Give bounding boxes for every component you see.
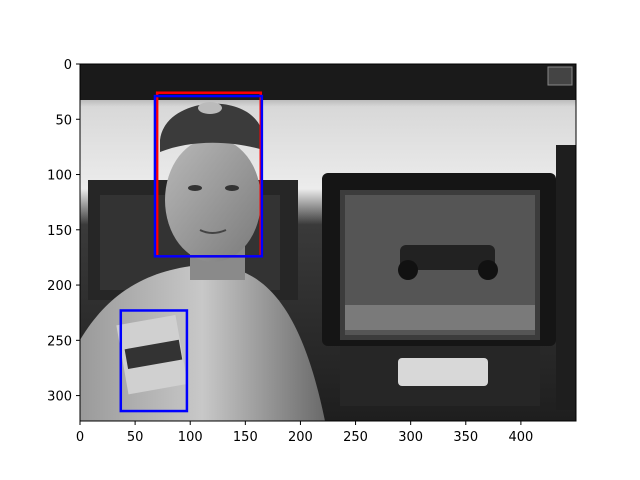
y-axis: 0 50 100 150 200 250 300 [47,58,80,405]
axes-frame [79,63,577,422]
y-tick-label: 0 [64,58,72,73]
x-tick-label: 100 [178,430,203,445]
x-tick-label: 250 [343,430,368,445]
x-tick-label: 400 [508,430,533,445]
y-tick-label: 300 [47,390,72,405]
y-tick-label: 150 [47,224,72,239]
y-tick-label: 100 [47,169,72,184]
y-tick-label: 250 [47,334,72,349]
x-tick-label: 300 [398,430,423,445]
y-tick-label: 200 [47,279,72,294]
bounding-box-2 [119,309,189,413]
x-tick-label: 50 [127,430,144,445]
x-tick-label: 200 [288,430,313,445]
bounding-box-1 [153,94,264,258]
bounding-boxes [119,91,264,413]
x-tick-label: 0 [76,430,84,445]
x-tick-label: 150 [233,430,258,445]
y-tick-label: 50 [55,113,72,128]
x-axis: 0 50 100 150 200 250 300 350 400 [76,421,533,445]
x-tick-label: 350 [453,430,478,445]
